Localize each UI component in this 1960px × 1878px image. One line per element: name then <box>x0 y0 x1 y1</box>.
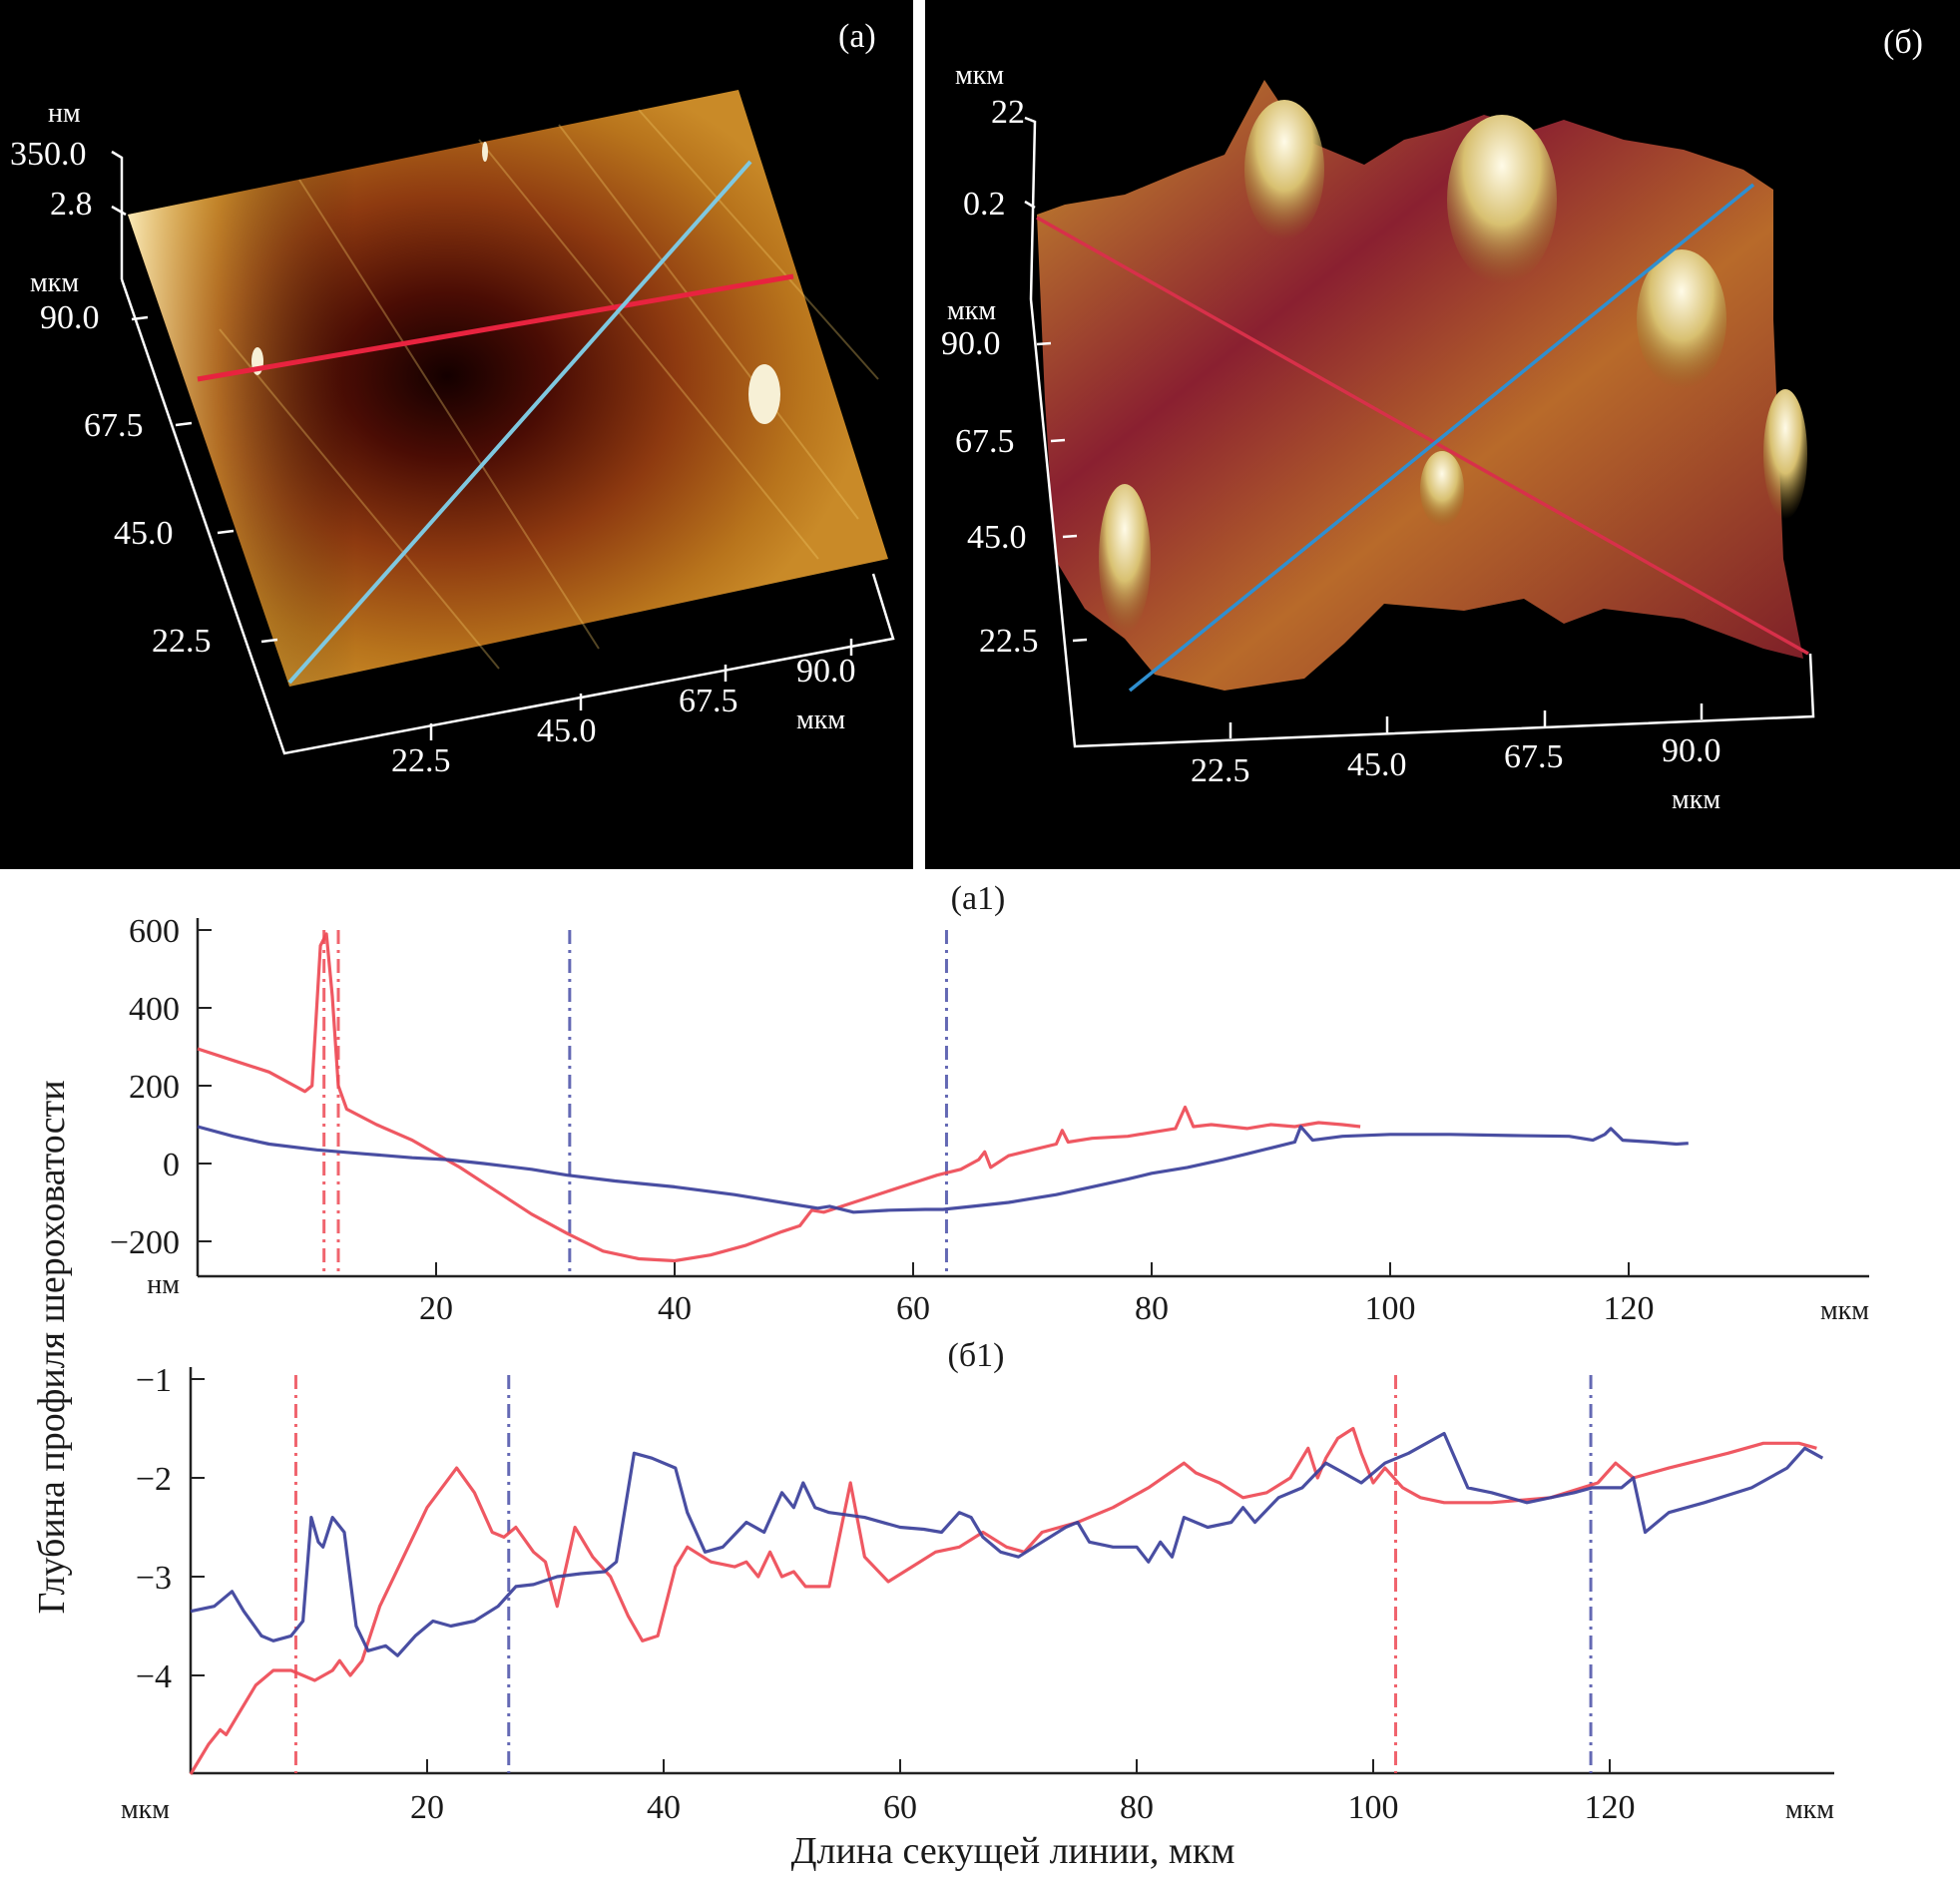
x-tick-label: 100 <box>1365 1290 1416 1327</box>
y-tick-b-1: 67.5 <box>955 423 1015 460</box>
y-tick-a-2: 45.0 <box>114 515 174 552</box>
panel-label-a: (a) <box>838 18 876 55</box>
y-unit-b: мкм <box>947 295 997 326</box>
y-tick-b-0: 90.0 <box>941 325 1001 362</box>
x-tick-label: 120 <box>1585 1789 1636 1826</box>
y-tick-label: −3 <box>136 1560 172 1597</box>
x-tick-a-2: 67.5 <box>679 683 738 719</box>
z-tick-a-1: 2.8 <box>50 186 93 223</box>
y-tick-a-0: 90.0 <box>40 299 100 336</box>
y-unit-label: мкм <box>121 1794 170 1825</box>
chart-b1: −1 −2 −3 −4 20 40 60 80 100 120 мкм мкм <box>121 1362 1834 1826</box>
afm-surface-b <box>1024 80 1815 748</box>
x-tick-label: 100 <box>1348 1789 1399 1826</box>
x-unit-label: мкм <box>1785 1794 1834 1825</box>
blue-profile-line <box>190 1431 1824 1657</box>
y-tick-label: 200 <box>129 1069 180 1106</box>
blue-section-line-b <box>1128 183 1755 693</box>
afm-3d-panel-b: (б) мкм 22 0.2 мкм 90.0 67.5 45.0 22.5 2… <box>925 0 1960 869</box>
surface-a-scratches <box>219 109 879 670</box>
surface-a-highlight <box>128 90 888 687</box>
afm-surface-a <box>111 90 895 755</box>
x-tick-label: 40 <box>647 1789 681 1826</box>
y-tick-label: 0 <box>163 1147 180 1183</box>
x-tick-label: 60 <box>883 1789 917 1826</box>
y-tick-label: −2 <box>136 1461 172 1498</box>
y-tick-label: 400 <box>129 991 180 1028</box>
afm-3d-panel-a: (a) нм 350.0 2.8 мкм 90.0 67.5 45.0 22.5… <box>0 0 913 869</box>
y-tick-label: −1 <box>136 1362 172 1399</box>
z-unit-b: мкм <box>955 60 1005 91</box>
z-tick-b-1: 0.2 <box>963 186 1006 223</box>
y-unit-a: мкм <box>30 267 80 298</box>
x-tick-a-3: 90.0 <box>796 653 856 690</box>
panel-label-b: (б) <box>1883 24 1923 61</box>
red-profile-line <box>197 932 1361 1263</box>
red-section-line-a <box>197 273 794 382</box>
y-unit-label: нм <box>147 1269 180 1300</box>
z-unit-a: нм <box>48 98 81 129</box>
z-tick-a-0: 350.0 <box>10 136 87 173</box>
x-tick-label: 40 <box>658 1290 692 1327</box>
y-tick-a-1: 67.5 <box>84 407 144 444</box>
surface-b-peaks <box>1099 100 1807 634</box>
y-tick-label: −200 <box>110 1224 180 1261</box>
red-profile-line <box>189 1426 1817 1775</box>
axes-a <box>111 150 895 755</box>
x-tick-label: 60 <box>896 1290 930 1327</box>
z-tick-b-0: 22 <box>991 94 1025 131</box>
x-tick-b-1: 45.0 <box>1347 746 1407 783</box>
red-section-line-b <box>1036 216 1809 656</box>
x-tick-label: 80 <box>1120 1789 1154 1826</box>
x-unit-b: мкм <box>1672 784 1721 815</box>
chart-title-a1: (a1) <box>950 880 1006 917</box>
x-tick-b-0: 22.5 <box>1191 752 1250 789</box>
x-tick-a-1: 45.0 <box>537 712 597 749</box>
x-tick-label: 80 <box>1135 1290 1169 1327</box>
x-unit-label: мкм <box>1820 1295 1869 1326</box>
blue-profile-line <box>197 1125 1689 1214</box>
y-tick-label: −4 <box>136 1658 172 1695</box>
x-tick-a-0: 22.5 <box>391 742 451 779</box>
chart-title-b1: (б1) <box>947 1337 1005 1374</box>
x-tick-label: 20 <box>419 1290 453 1327</box>
x-unit-a: мкм <box>796 704 846 735</box>
surface-b-base <box>1037 80 1803 691</box>
y-tick-b-2: 45.0 <box>967 519 1027 556</box>
x-tick-b-3: 90.0 <box>1662 732 1721 769</box>
shared-y-axis-label: Глубина профиля шероховатости <box>31 1080 73 1615</box>
y-tick-a-3: 22.5 <box>152 623 212 660</box>
cyan-section-line-a <box>287 160 752 685</box>
axes-b <box>1024 116 1815 748</box>
y-tick-b-3: 22.5 <box>979 623 1039 660</box>
x-tick-label: 20 <box>410 1789 444 1826</box>
y-tick-label: 600 <box>129 913 180 950</box>
x-tick-label: 120 <box>1604 1290 1655 1327</box>
chart-a1: 600 400 200 0 −200 20 40 60 80 100 120 нм мкм <box>110 913 1869 1327</box>
shared-x-axis-label: Длина секущей линии, мкм <box>790 1830 1235 1872</box>
x-tick-b-2: 67.5 <box>1504 738 1564 775</box>
